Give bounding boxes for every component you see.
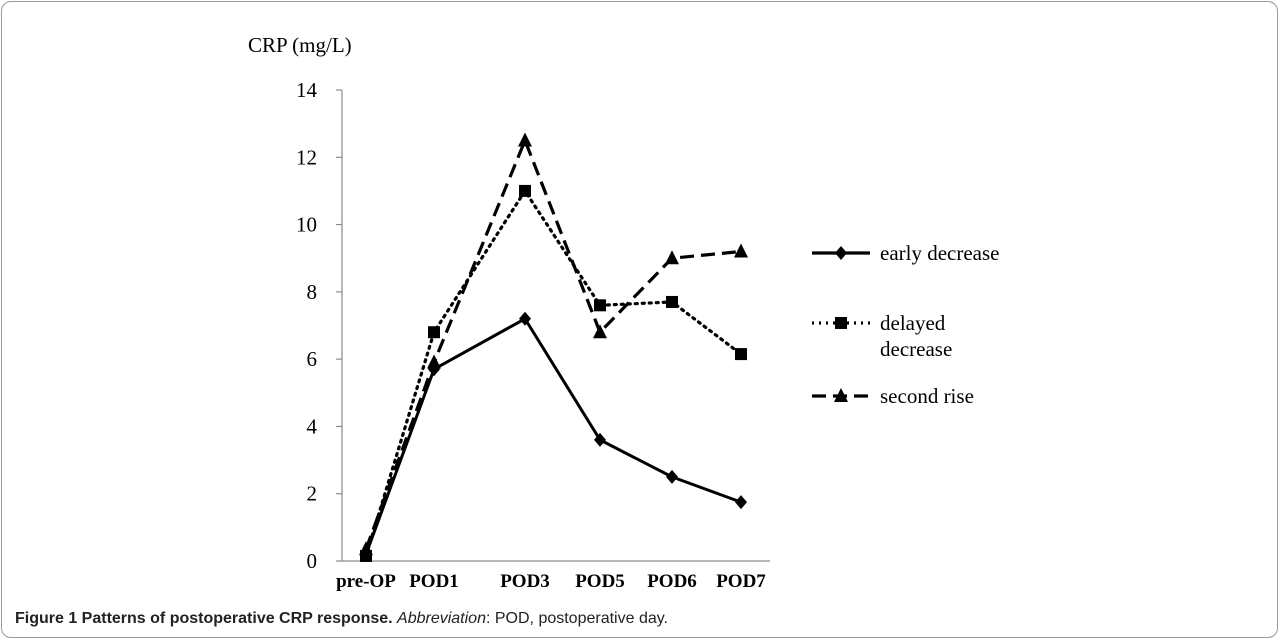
figure-caption: Figure 1 Patterns of postoperative CRP r… [15, 610, 668, 628]
y-tick-label: 0 [307, 549, 318, 573]
y-tick-label: 4 [307, 414, 318, 438]
x-tick-label: POD7 [716, 571, 766, 592]
caption-abbreviation-text: : POD, postoperative day. [485, 610, 668, 627]
chart-legend: early decrease delayed decrease second rise [812, 241, 1000, 408]
data-point-second-rise [359, 541, 373, 556]
legend-item-second-rise: second rise [812, 384, 974, 408]
chart-axes: 0 2 4 6 8 10 12 14 pre-OP POD1 POD3 POD5 POD6 POD7 [296, 78, 770, 592]
data-point-second-rise [665, 250, 679, 265]
series-line-early-decrease [364, 317, 742, 555]
y-tick-label: 8 [307, 280, 318, 304]
data-point-second-rise [593, 324, 607, 339]
series-layer [359, 132, 748, 562]
series-second-rise [359, 132, 748, 556]
series-early-decrease [360, 311, 747, 562]
x-tick-label: POD6 [647, 571, 697, 592]
data-point-delayed-decrease [428, 326, 440, 339]
x-tick-label: POD3 [500, 571, 550, 592]
y-tick-label: 14 [296, 78, 318, 102]
legend-label-line: delayed [880, 311, 946, 335]
legend-label-line: decrease [880, 337, 952, 361]
caption-abbreviation-label: Abbreviation [397, 610, 486, 627]
data-point-second-rise [427, 354, 441, 369]
legend-item-early-decrease: early decrease [812, 241, 1000, 265]
legend-label: second rise [880, 384, 974, 408]
y-tick-label: 10 [296, 213, 317, 237]
data-point-delayed-decrease [735, 348, 747, 361]
data-point-delayed-decrease [594, 299, 606, 312]
data-point-second-rise [518, 132, 532, 147]
legend-swatch-marker [835, 246, 847, 260]
data-point-early-decrease [666, 469, 678, 484]
legend-swatch-marker [834, 388, 848, 402]
caption-title: Figure 1 Patterns of postoperative CRP r… [15, 610, 393, 627]
data-point-delayed-decrease [519, 184, 531, 197]
data-point-early-decrease [594, 432, 606, 447]
y-tick-label: 12 [296, 145, 317, 169]
data-point-early-decrease [519, 311, 531, 326]
data-point-early-decrease [735, 495, 747, 510]
series-delayed-decrease [360, 184, 747, 562]
data-point-delayed-decrease [666, 295, 678, 308]
series-line-second-rise [364, 138, 742, 550]
legend-label: early decrease [880, 241, 1000, 265]
x-tick-label: pre-OP [336, 571, 396, 592]
y-tick-label: 6 [307, 347, 318, 371]
data-point-second-rise [734, 243, 748, 258]
x-tick-label: POD5 [575, 571, 625, 592]
y-tick-label: 2 [307, 482, 318, 506]
legend-label: delayed decrease [880, 311, 952, 361]
legend-swatch-marker [835, 317, 847, 329]
y-axis-title: CRP (mg/L) [248, 33, 352, 57]
x-tick-label: POD1 [409, 571, 459, 592]
legend-item-delayed-decrease: delayed decrease [812, 311, 952, 361]
series-line-delayed-decrease [364, 189, 743, 558]
